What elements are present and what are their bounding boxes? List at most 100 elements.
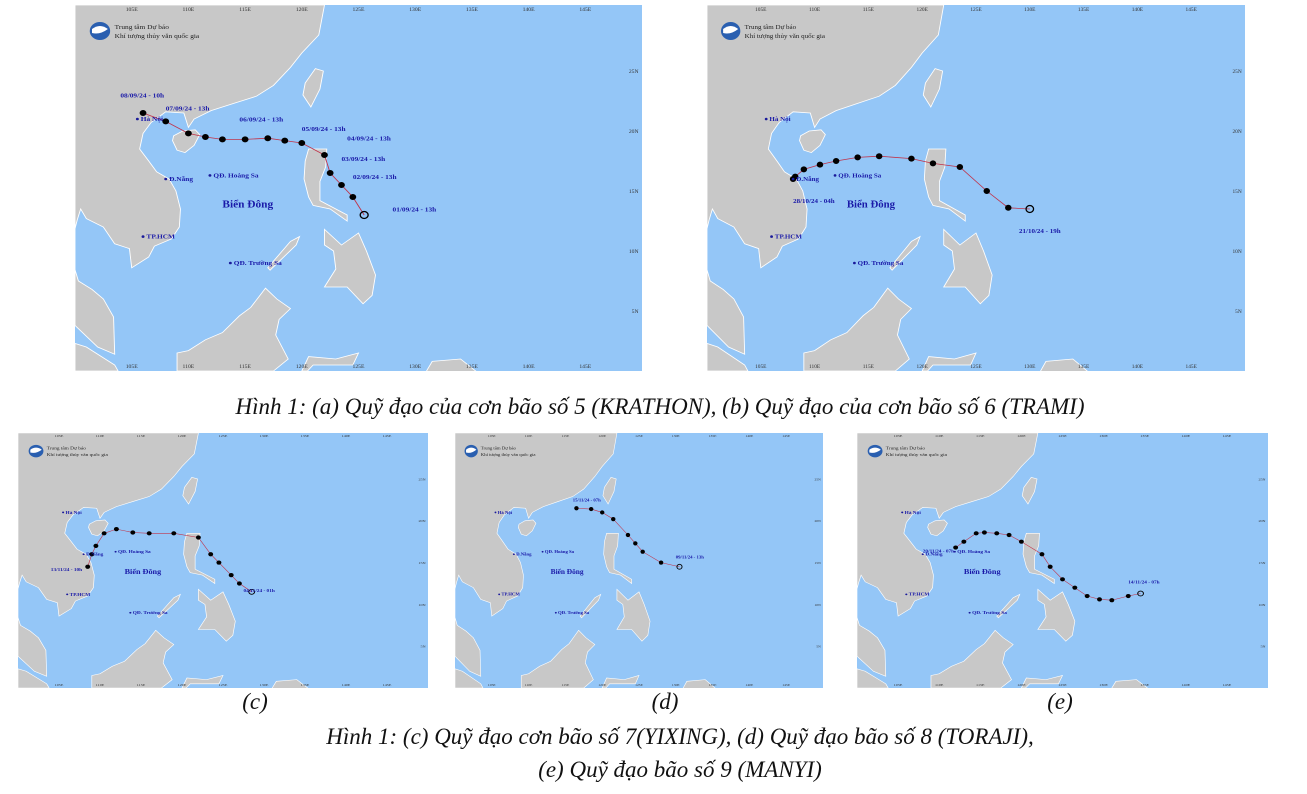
lon-label: 145E: [579, 364, 591, 370]
place-dot: [82, 553, 85, 556]
place-dot: [770, 235, 773, 238]
header-line: Khí tượng thủy văn quốc gia: [47, 453, 109, 458]
panel-label: (e): [1047, 689, 1073, 714]
lon-label: 145E: [782, 683, 790, 687]
land: [799, 129, 826, 154]
date-label: 06/09/24 - 13h: [239, 116, 283, 123]
lon-label: 135E: [1140, 683, 1149, 687]
track-point: [800, 166, 808, 173]
lon-label: 110E: [935, 434, 944, 438]
lon-label: 105E: [55, 683, 64, 687]
land: [707, 5, 945, 355]
track-point: [625, 532, 631, 538]
place-label: TP.HCM: [909, 593, 930, 598]
lat-label: 15N: [814, 561, 821, 565]
place-dot: [228, 261, 232, 265]
track-point: [101, 531, 107, 536]
land: [271, 679, 309, 688]
lon-label: 130E: [260, 434, 269, 438]
date-label: 20/11/24 - 07h: [923, 550, 955, 555]
place-label: TP.HCM: [501, 593, 520, 598]
lat-label: 15N: [1258, 561, 1265, 565]
place-label: QĐ. Hoàng Sa: [545, 550, 575, 555]
lon-label: 120E: [296, 7, 308, 13]
lon-label: 105E: [126, 364, 138, 370]
land: [176, 287, 292, 371]
lon-label: 110E: [525, 683, 533, 687]
track-point: [85, 564, 91, 569]
land: [1021, 476, 1038, 505]
lon-label: 110E: [96, 434, 105, 438]
land: [923, 148, 966, 222]
lat-label: 25N: [629, 69, 639, 75]
lon-label: 130E: [1024, 364, 1035, 370]
land: [182, 476, 198, 505]
place-label: QĐ. Hoàng Sa: [213, 172, 259, 179]
lon-label: 145E: [1186, 364, 1197, 370]
track-point: [162, 118, 170, 125]
lat-label: 20N: [1233, 129, 1243, 135]
place-dot: [554, 611, 557, 614]
track-point: [184, 130, 192, 137]
track-point: [1072, 585, 1078, 590]
lon-label: 110E: [183, 7, 195, 13]
track-point: [219, 136, 226, 143]
logo-mark: [466, 447, 477, 453]
place-label: Hà Nội: [141, 115, 163, 122]
place-dot: [921, 553, 924, 556]
land: [426, 358, 477, 371]
track-point: [281, 137, 289, 144]
land: [302, 68, 324, 108]
track-point: [321, 152, 328, 158]
lon-label: 120E: [178, 434, 187, 438]
lon-label: 140E: [746, 683, 754, 687]
date-label: 28/10/24 - 04h: [793, 198, 835, 205]
panel-label: (c): [242, 689, 268, 714]
track-point: [236, 581, 242, 586]
header-line: Trung tâm Dự báo: [745, 24, 797, 31]
track-point: [1039, 552, 1045, 557]
land: [930, 629, 1014, 688]
lon-label: 130E: [1099, 683, 1108, 687]
lon-label: 125E: [219, 683, 228, 687]
place-dot: [62, 511, 65, 514]
track-point: [588, 506, 594, 512]
lat-label: 10N: [814, 603, 821, 607]
land: [803, 287, 913, 371]
land: [267, 235, 301, 271]
map-e: 105E 105E 110E 110E 115E 115E 120E 120E 125E 125E…: [857, 433, 1268, 688]
lat-label: 15N: [418, 561, 425, 565]
lon-label: 115E: [137, 434, 146, 438]
place-dot: [791, 177, 795, 181]
lat-label: 25N: [1258, 478, 1265, 482]
land: [942, 228, 993, 305]
lon-label: 115E: [562, 683, 570, 687]
track-point: [908, 155, 915, 162]
land: [75, 342, 119, 371]
lon-label: 140E: [523, 364, 535, 370]
place-label: Đ.Nẵng: [796, 176, 819, 183]
lon-label: 120E: [296, 364, 308, 370]
land: [455, 433, 618, 677]
lon-label: 125E: [635, 683, 643, 687]
track-point: [113, 527, 119, 532]
place-label: QĐ. Hoàng Sa: [118, 550, 151, 555]
track-point: [640, 549, 645, 554]
place-label: Biển Đông: [551, 567, 584, 576]
track-point: [956, 164, 964, 170]
track-point: [1005, 204, 1012, 211]
start-point: [1137, 590, 1144, 597]
place-dot: [208, 174, 212, 177]
lat-label: 25N: [1233, 69, 1243, 75]
lat-label: 15N: [1233, 189, 1243, 195]
place-label: Biển Đông: [222, 199, 273, 210]
land: [183, 533, 216, 585]
track-point: [1060, 577, 1065, 582]
land: [18, 433, 199, 677]
land: [996, 593, 1021, 619]
lat-label: 10N: [629, 249, 639, 255]
land: [517, 519, 537, 537]
place-label: Hà Nội: [66, 511, 83, 516]
lon-label: 110E: [935, 683, 944, 687]
place-dot: [764, 117, 768, 121]
